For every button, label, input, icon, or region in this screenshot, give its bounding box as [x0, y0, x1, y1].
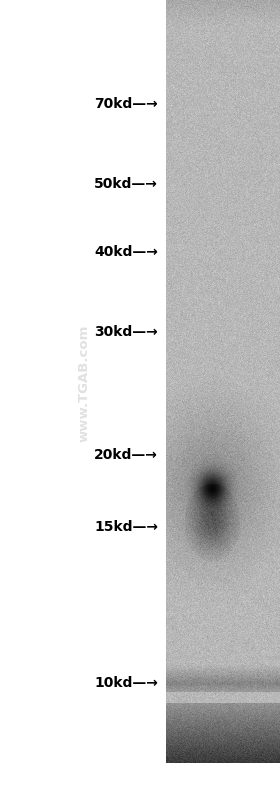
Text: 30kd—→: 30kd—→	[94, 324, 158, 339]
Text: 20kd—→: 20kd—→	[94, 448, 158, 463]
Text: 15kd—→: 15kd—→	[94, 520, 158, 535]
Text: 40kd—→: 40kd—→	[94, 244, 158, 259]
Text: 50kd—→: 50kd—→	[94, 177, 158, 191]
Text: 70kd—→: 70kd—→	[94, 97, 158, 111]
Text: 10kd—→: 10kd—→	[94, 676, 158, 690]
Text: www.TGAB.com: www.TGAB.com	[78, 325, 90, 442]
